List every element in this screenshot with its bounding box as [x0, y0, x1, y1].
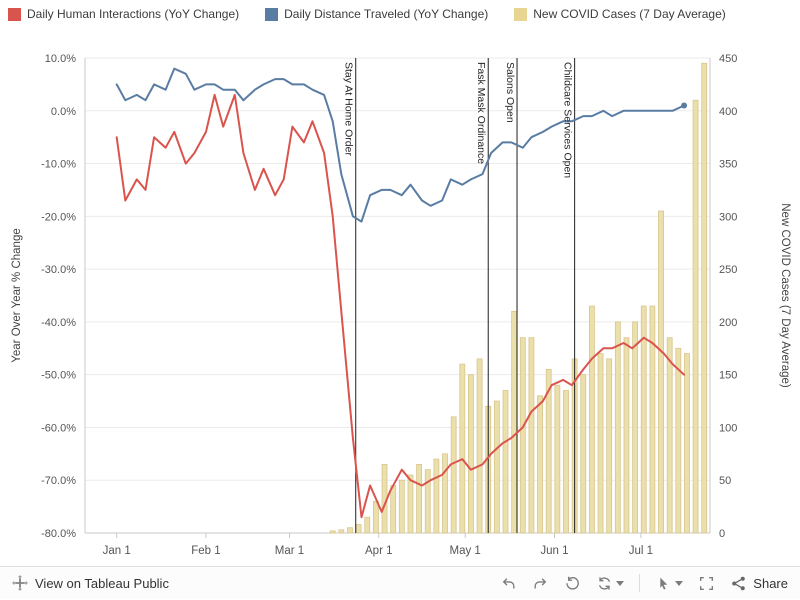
svg-text:Salons Open: Salons Open — [504, 62, 516, 123]
svg-text:-10.0%: -10.0% — [41, 159, 76, 171]
svg-text:50: 50 — [719, 475, 731, 487]
svg-text:-60.0%: -60.0% — [41, 422, 76, 434]
human_interactions-line — [115, 93, 686, 519]
covid-cases-bars — [329, 62, 708, 534]
legend-label-human-interactions: Daily Human Interactions (YoY Change) — [27, 7, 240, 21]
svg-text:Year Over Year % Change: Year Over Year % Change — [11, 228, 23, 362]
svg-text:300: 300 — [719, 211, 737, 223]
legend-item-covid-cases[interactable]: New COVID Cases (7 Day Average) — [514, 7, 726, 21]
legend-label-covid-cases: New COVID Cases (7 Day Average) — [533, 7, 726, 21]
share-button[interactable]: Share — [730, 575, 788, 592]
revert-icon[interactable] — [564, 575, 581, 592]
svg-text:350: 350 — [719, 159, 737, 171]
caret-down-icon[interactable] — [675, 580, 684, 586]
svg-text:-40.0%: -40.0% — [41, 317, 76, 329]
svg-text:150: 150 — [719, 370, 737, 382]
tableau-toolbar: View on Tableau Public — [0, 566, 800, 599]
svg-text:100: 100 — [719, 422, 737, 434]
redo-icon[interactable] — [532, 575, 549, 592]
undo-icon[interactable] — [500, 575, 517, 592]
svg-text:10.0%: 10.0% — [45, 53, 76, 65]
event-lines — [355, 58, 576, 533]
distance_traveled-line — [115, 67, 688, 223]
chart-legend: Daily Human Interactions (YoY Change) Da… — [0, 0, 800, 28]
svg-text:Fask Mask Ordinance: Fask Mask Ordinance — [475, 62, 487, 164]
tableau-logo-icon — [12, 575, 28, 591]
legend-swatch-red — [8, 7, 21, 21]
share-label: Share — [753, 575, 788, 591]
view-on-tableau-public-link[interactable]: View on Tableau Public — [12, 575, 169, 591]
svg-text:Jan 1: Jan 1 — [103, 545, 131, 557]
svg-text:-70.0%: -70.0% — [41, 475, 76, 487]
svg-text:Jul 1: Jul 1 — [629, 545, 653, 557]
svg-text:250: 250 — [719, 264, 737, 276]
attribution-text: View on Tableau Public — [35, 575, 169, 591]
svg-text:-80.0%: -80.0% — [41, 528, 76, 540]
svg-text:Jun 1: Jun 1 — [540, 545, 568, 557]
svg-text:Childcare Services Open: Childcare Services Open — [562, 62, 574, 178]
svg-text:Feb 1: Feb 1 — [191, 545, 220, 557]
svg-text:450: 450 — [719, 53, 737, 65]
legend-item-distance-traveled[interactable]: Daily Distance Traveled (YoY Change) — [265, 7, 488, 21]
fullscreen-icon[interactable] — [698, 575, 715, 592]
chart-canvas[interactable]: 10.0% 0.0% -10.0% -20.0% -30.0% -40.0% -50.0% -… — [0, 28, 800, 566]
toolbar-icons: Share — [500, 574, 788, 592]
svg-text:-30.0%: -30.0% — [41, 264, 76, 276]
svg-text:Apr 1: Apr 1 — [365, 545, 393, 557]
svg-text:May 1: May 1 — [450, 545, 481, 557]
svg-text:400: 400 — [719, 106, 737, 118]
svg-text:200: 200 — [719, 317, 737, 329]
legend-swatch-yellow — [514, 7, 528, 21]
pointer-mode-icon[interactable] — [655, 575, 684, 592]
grid-and-axes: 10.0% 0.0% -10.0% -20.0% -30.0% -40.0% -50.0% -… — [11, 53, 791, 557]
refresh-icon[interactable] — [596, 575, 625, 592]
legend-item-human-interactions[interactable]: Daily Human Interactions (YoY Change) — [8, 7, 239, 21]
caret-down-icon[interactable] — [616, 580, 625, 586]
svg-text:-20.0%: -20.0% — [41, 211, 76, 223]
toolbar-separator — [639, 574, 641, 592]
svg-text:0: 0 — [719, 528, 725, 540]
legend-label-distance-traveled: Daily Distance Traveled (YoY Change) — [284, 7, 489, 21]
svg-text:Stay At Home Order: Stay At Home Order — [343, 62, 355, 156]
event-labels: Stay At Home Order Fask Mask Ordinance Sal… — [343, 62, 574, 178]
svg-text:New COVID Cases (7 Day Average: New COVID Cases (7 Day Average) — [779, 203, 791, 388]
svg-text:0.0%: 0.0% — [51, 106, 76, 118]
svg-text:Mar 1: Mar 1 — [275, 545, 304, 557]
svg-text:-50.0%: -50.0% — [41, 370, 76, 382]
legend-swatch-blue — [265, 7, 279, 21]
